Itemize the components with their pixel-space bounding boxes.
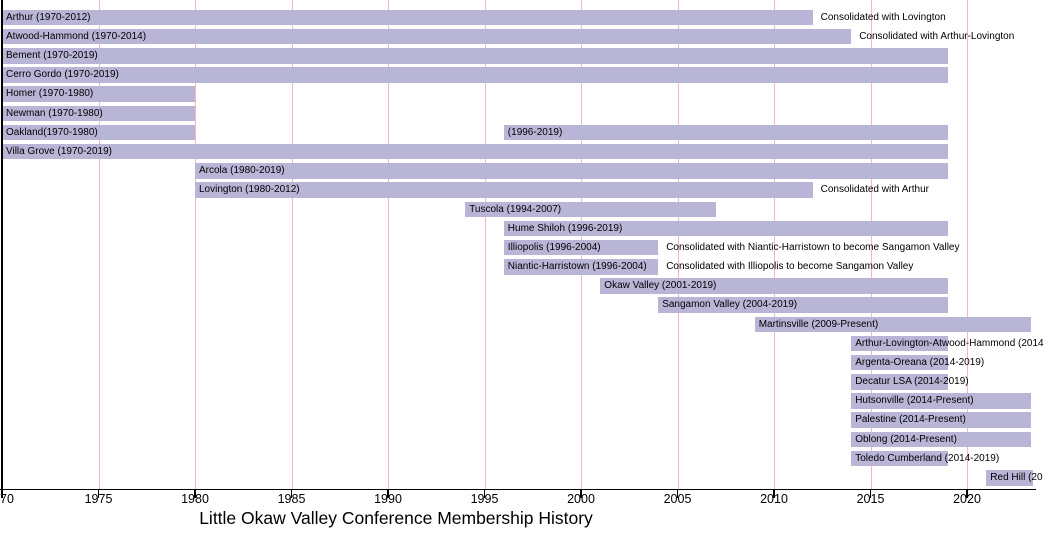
bar-label: Cerro Gordo (1970-2019) <box>6 69 119 81</box>
x-axis-line <box>0 488 1036 491</box>
bar-label: Toledo Cumberland (2014-2019) <box>855 452 1000 464</box>
x-tick-1995 <box>483 490 486 498</box>
timeline-bar-cerro-gordo <box>2 67 948 83</box>
x-tick-2020 <box>966 490 968 498</box>
gridline-1975 <box>98 0 100 489</box>
bar-label: Okaw Valley (2001-2019) <box>604 280 717 292</box>
x-tick-1990 <box>387 490 389 498</box>
bar-label: Arthur-Lovington-Atwood-Hammond (2014 <box>855 337 1044 349</box>
bar-label: Hume Shiloh (1996-2019) <box>507 222 623 234</box>
gridline-1990 <box>388 0 389 489</box>
gridline-2015 <box>870 0 872 489</box>
bar-label: Villa Grove (1970-2019) <box>6 145 112 157</box>
y-axis-spine <box>1 0 3 490</box>
timeline-bar-palestine <box>851 412 1031 428</box>
consolidation-note: Consolidated with Lovington <box>820 11 946 23</box>
bar-label: Argenta-Oreana (2014-2019) <box>855 356 985 368</box>
x-tick-1985 <box>290 490 293 498</box>
bar-label: Oblong (2014-Present) <box>855 433 957 445</box>
x-tick-label-1975: 1975 <box>84 492 113 506</box>
x-tick-label-1995: 1995 <box>470 492 499 506</box>
gridline-2020 <box>967 0 968 489</box>
bar-label: Palestine (2014-Present) <box>855 414 966 426</box>
timeline-bar-atwood-hammond <box>2 28 852 45</box>
gridline-1985 <box>291 0 293 489</box>
timeline-bar-arcola <box>195 163 948 179</box>
timeline-bar-newman <box>2 105 195 122</box>
bar-label: Atwood-Hammond (1970-2014) <box>6 30 147 42</box>
x-tick-label-1985: 1985 <box>277 492 306 506</box>
consolidation-note: Consolidated with Arthur <box>820 184 929 196</box>
bar-label: Illiopolis (1996-2004) <box>507 241 601 253</box>
x-tick-label-2010: 2010 <box>760 492 788 506</box>
timeline-bar-argenta-oreana <box>851 354 948 371</box>
bar-label: Arcola (1980-2019) <box>199 165 285 177</box>
consolidation-note: Consolidated with Illiopolis to become S… <box>666 261 914 273</box>
x-tick-label-1980: 1980 <box>181 492 209 506</box>
bar-label: Martinsville (2009-Present) <box>758 318 879 330</box>
timeline-bar-okaw-valley <box>600 278 948 294</box>
bar-label: Decatur LSA (2014-2019) <box>855 376 969 388</box>
gridline-2010 <box>774 0 775 489</box>
bar-label: Newman (1970-1980) <box>6 107 103 119</box>
x-tick-1975 <box>97 490 100 498</box>
timeline-bar-sangamon-valley <box>658 297 948 313</box>
x-tick-label-1990: 1990 <box>374 492 402 506</box>
x-tick-label-2015: 2015 <box>856 492 885 506</box>
bar-label: Arthur (1970-2012) <box>6 11 91 23</box>
timeline-bar-oakland <box>503 124 948 141</box>
timeline-bar-homer <box>2 86 195 102</box>
timeline-bar-villa-grove <box>2 143 948 160</box>
x-tick-1970 <box>1 490 3 498</box>
timeline-bar-illiopolis <box>503 239 659 256</box>
x-tick-2005 <box>676 490 679 498</box>
bar-label: Sangamon Valley (2004-2019) <box>662 299 798 311</box>
timeline-bar-red-hill <box>986 470 1033 486</box>
x-tick-2015 <box>869 490 872 498</box>
timeline-bar-arthur <box>2 9 813 26</box>
bar-label: Lovington (1980-2012) <box>199 184 300 196</box>
gridline-2005 <box>677 0 679 489</box>
chart-title: Little Okaw Valley Conference Membership… <box>199 508 593 528</box>
timeline-bar-lovington <box>195 182 813 198</box>
bar-label: Red Hill (20 <box>990 472 1043 484</box>
timeline-bar-toledo-cumberland <box>851 450 948 467</box>
x-tick-label-2000: 2000 <box>567 492 595 506</box>
gridline-1980 <box>195 0 196 489</box>
timeline-bar-oakland <box>2 124 195 141</box>
bar-label: Tuscola (1994-2007) <box>469 203 562 215</box>
consolidation-note: Consolidated with Arthur-Lovington <box>859 30 1015 42</box>
gridline-1995 <box>484 0 486 489</box>
timeline-bar-oblong <box>851 431 1031 448</box>
bar-label: Homer (1970-1980) <box>6 88 94 100</box>
x-tick-2010 <box>773 490 775 498</box>
timeline-bar-martinsville <box>754 316 1031 333</box>
timeline-bar-decatur-lsa <box>851 374 948 390</box>
x-tick-2000 <box>580 490 582 498</box>
bar-label: Niantic-Harristown (1996-2004) <box>507 261 647 273</box>
bar-label: Hutsonville (2014-Present) <box>855 395 974 407</box>
bar-label: Bement (1970-2019) <box>6 50 98 62</box>
bar-label: (1996-2019) <box>507 126 563 138</box>
timeline-bar-hutsonville <box>851 393 1031 409</box>
timeline-bar-niantic-harristown <box>503 259 659 275</box>
timeline-bar-arthur-lovington-atwood-hammond <box>851 335 948 352</box>
x-tick-label-1970: 70 <box>0 492 14 506</box>
x-tick-label-2005: 2005 <box>663 492 692 506</box>
bar-label: Oakland(1970-1980) <box>6 126 98 138</box>
x-tick-1980 <box>194 490 196 498</box>
x-tick-label-2020: 2020 <box>953 492 981 506</box>
timeline-bar-bement <box>2 48 948 64</box>
timeline-bar-hume-shiloh <box>503 220 948 237</box>
consolidation-note: Consolidated with Niantic-Harristown to … <box>666 241 960 253</box>
timeline-bar-tuscola <box>465 201 717 217</box>
